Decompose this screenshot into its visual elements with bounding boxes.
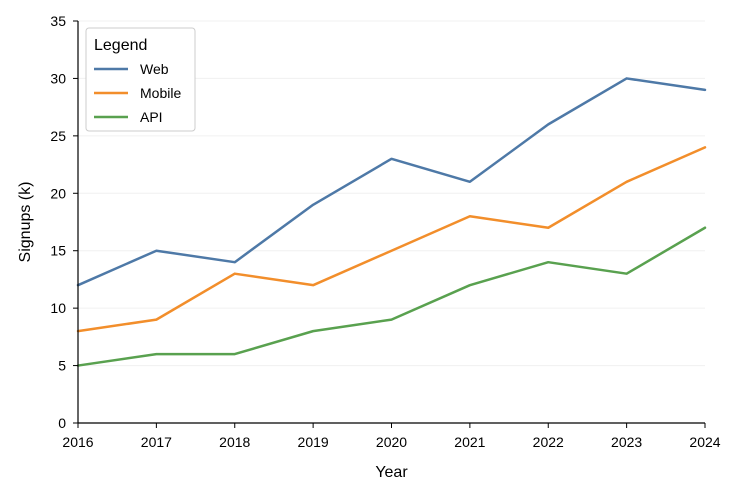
y-tick-label: 15	[50, 243, 66, 259]
x-ticks: 2016 2017 2018 2019 2020 2021 2022 2023 2024	[62, 423, 721, 450]
series-line-web	[76, 77, 707, 287]
y-tick-label: 10	[50, 300, 66, 316]
legend-items: Web Mobile API	[94, 61, 181, 125]
series-line-api	[76, 226, 707, 367]
x-tick-label: 2023	[611, 434, 642, 450]
y-tick-label: 25	[50, 128, 66, 144]
legend: Legend Web Mobile API	[85, 27, 196, 132]
y-tick-label: 0	[58, 415, 66, 431]
x-tick-label: 2019	[298, 434, 329, 450]
series-lines	[76, 77, 707, 367]
legend-label: API	[140, 109, 163, 125]
legend-item-api: API	[94, 109, 163, 125]
series-line-mobile	[76, 146, 707, 333]
x-tick-label: 2016	[62, 434, 93, 450]
x-tick-label: 2024	[689, 434, 720, 450]
x-tick-label: 2018	[219, 434, 250, 450]
y-tick-label: 5	[58, 358, 66, 374]
legend-box	[85, 27, 196, 132]
legend-item-mobile: Mobile	[94, 85, 181, 101]
legend-label: Web	[140, 61, 169, 77]
legend-label: Mobile	[140, 85, 181, 101]
y-ticks: 0 5 10 15 20 25 30 35	[50, 13, 78, 431]
legend-title: Legend	[94, 37, 147, 54]
x-tick-label: 2021	[454, 434, 485, 450]
legend-item-web: Web	[94, 61, 169, 77]
y-tick-label: 20	[50, 185, 66, 201]
x-tick-label: 2022	[533, 434, 564, 450]
x-tick-label: 2020	[376, 434, 407, 450]
y-axis-title: Signups (k)	[17, 182, 34, 263]
y-tick-label: 35	[50, 13, 66, 29]
x-axis-title: Year	[375, 464, 408, 481]
x-tick-label: 2017	[141, 434, 172, 450]
y-tick-label: 30	[50, 70, 66, 86]
